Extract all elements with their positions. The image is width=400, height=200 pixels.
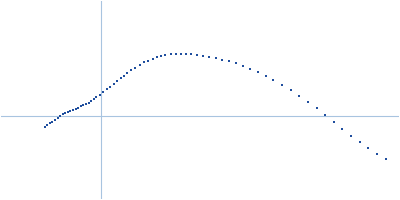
Point: [270, 79, 276, 82]
Point: [100, 90, 106, 94]
Point: [60, 113, 66, 116]
Point: [382, 158, 389, 161]
Point: [313, 106, 320, 110]
Point: [90, 98, 97, 101]
Point: [158, 54, 164, 58]
Point: [121, 74, 127, 77]
Point: [41, 125, 48, 128]
Point: [305, 100, 311, 103]
Point: [88, 99, 94, 102]
Point: [83, 103, 89, 106]
Point: [117, 77, 124, 80]
Point: [70, 108, 76, 111]
Point: [80, 104, 87, 107]
Point: [149, 57, 156, 60]
Point: [296, 94, 302, 97]
Point: [57, 115, 63, 118]
Point: [86, 101, 92, 104]
Point: [110, 82, 117, 85]
Point: [183, 53, 189, 56]
Point: [52, 118, 58, 121]
Point: [141, 61, 147, 64]
Point: [206, 55, 213, 59]
Point: [46, 122, 53, 125]
Point: [162, 54, 169, 57]
Point: [212, 56, 219, 59]
Point: [154, 55, 160, 59]
Point: [356, 141, 363, 144]
Point: [168, 53, 174, 56]
Point: [132, 66, 138, 69]
Point: [93, 96, 100, 99]
Point: [219, 58, 226, 61]
Point: [136, 63, 143, 67]
Point: [145, 59, 151, 62]
Point: [78, 105, 84, 108]
Point: [124, 72, 131, 75]
Point: [200, 54, 207, 58]
Point: [97, 93, 103, 96]
Point: [188, 53, 194, 56]
Point: [62, 111, 68, 114]
Point: [65, 110, 71, 113]
Point: [240, 64, 246, 68]
Point: [233, 62, 240, 65]
Point: [114, 80, 120, 83]
Point: [54, 116, 61, 120]
Point: [104, 88, 110, 91]
Point: [365, 147, 372, 150]
Point: [322, 114, 328, 117]
Point: [49, 120, 56, 123]
Point: [75, 106, 82, 110]
Point: [72, 107, 79, 111]
Point: [262, 74, 269, 77]
Point: [348, 134, 354, 137]
Point: [107, 85, 113, 88]
Point: [331, 120, 337, 123]
Point: [173, 53, 179, 56]
Point: [194, 54, 201, 57]
Point: [247, 67, 253, 70]
Point: [128, 69, 134, 72]
Point: [44, 124, 50, 127]
Point: [279, 83, 285, 86]
Point: [67, 109, 74, 112]
Point: [255, 71, 261, 74]
Point: [339, 127, 346, 130]
Point: [374, 152, 380, 155]
Point: [226, 60, 232, 63]
Point: [288, 89, 294, 92]
Point: [178, 53, 184, 56]
